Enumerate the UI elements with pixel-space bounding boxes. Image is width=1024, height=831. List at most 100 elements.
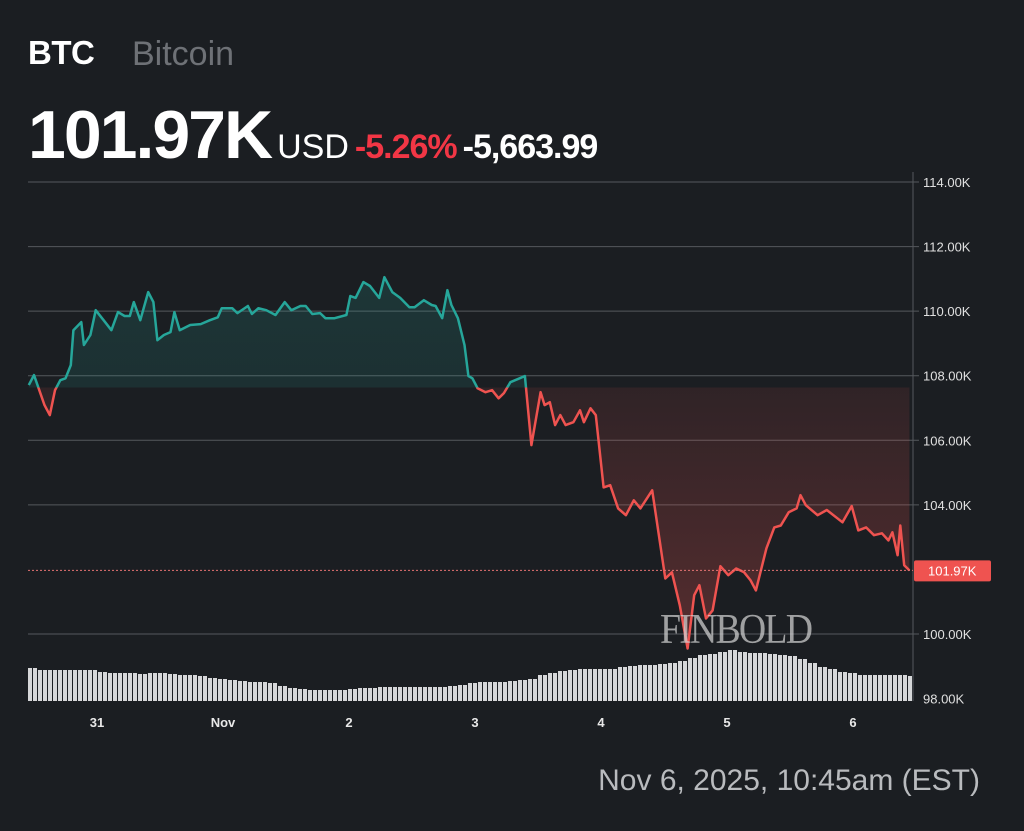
volume-bar <box>493 682 497 701</box>
volume-bar <box>558 671 562 701</box>
volume-bar <box>48 670 52 701</box>
finbold-watermark: FINBOLD <box>660 607 813 653</box>
volume-bar <box>863 675 867 701</box>
volume-bar <box>128 673 132 701</box>
volume-bar <box>658 664 662 701</box>
price-line-down <box>37 387 911 650</box>
volume-bar <box>173 674 177 701</box>
price-line-up <box>27 275 528 388</box>
volume-bar <box>353 689 357 701</box>
volume-bar <box>623 667 627 701</box>
volume-bar <box>723 652 727 701</box>
volume-bar <box>638 665 642 701</box>
volume-bar <box>343 690 347 701</box>
volume-bar <box>393 687 397 701</box>
volume-bar <box>573 670 577 701</box>
volume-bar <box>593 669 597 701</box>
volume-bar <box>633 666 637 701</box>
volume-bar <box>903 675 907 701</box>
volume-bar <box>298 689 302 701</box>
volume-bar <box>123 673 127 701</box>
volume-bar <box>258 682 262 701</box>
x-tick-label: 3 <box>471 715 478 730</box>
volume-bar <box>833 669 837 701</box>
area-fill-down <box>38 387 910 649</box>
volume-bar <box>88 670 92 701</box>
volume-bar <box>853 673 857 701</box>
volume-bar <box>468 683 472 701</box>
volume-bar <box>43 670 47 701</box>
y-tick-label: 100.00K <box>923 627 972 642</box>
volume-bar <box>283 686 287 701</box>
volume-bar <box>303 689 307 701</box>
volume-bar <box>318 690 322 701</box>
volume-bar <box>848 673 852 701</box>
volume-bar <box>643 665 647 701</box>
volume-bar <box>243 681 247 701</box>
timestamp: Nov 6, 2025, 10:45am (EST) <box>598 764 980 797</box>
change-value: -5,663.99 <box>462 128 599 166</box>
volume-bar <box>438 687 442 701</box>
volume-bar <box>758 653 762 701</box>
volume-bar <box>473 683 477 701</box>
volume-bar <box>398 687 402 701</box>
volume-bar <box>98 672 102 701</box>
volume-bar <box>53 670 57 701</box>
volume-bar <box>788 656 792 701</box>
y-tick-label: 112.00K <box>923 240 971 255</box>
volume-bar <box>688 658 692 701</box>
volume-bar <box>753 653 757 701</box>
volume-bar <box>328 690 332 701</box>
volume-bar <box>213 678 217 701</box>
volume-bar <box>678 661 682 701</box>
volume-bar <box>118 673 122 701</box>
volume-bar <box>783 655 787 701</box>
volume-bar <box>553 673 557 701</box>
volume-bar <box>728 650 732 701</box>
volume-bar <box>608 669 612 701</box>
y-tick-label: 114.00K <box>923 175 971 190</box>
volume-bar <box>133 673 137 701</box>
volume-bar <box>368 688 372 701</box>
volume-bar <box>543 675 547 701</box>
last-price-badge <box>914 560 991 582</box>
volume-bar <box>548 673 552 701</box>
x-tick-label: 2 <box>345 715 352 730</box>
volume-bar <box>483 682 487 701</box>
volume-bar <box>763 653 767 701</box>
volume-bar <box>858 675 862 701</box>
ticker-symbol: BTC <box>28 34 95 71</box>
volume-bar <box>28 668 32 701</box>
x-tick-label: 6 <box>849 715 856 730</box>
volume-bar <box>433 687 437 701</box>
x-tick-label: Nov <box>211 715 236 730</box>
volume-bar <box>733 650 737 701</box>
volume-bar <box>713 654 717 701</box>
volume-bar <box>63 670 67 701</box>
volume-bar <box>508 681 512 701</box>
volume-bar <box>808 663 812 701</box>
volume-bar <box>533 679 537 701</box>
volume-bar <box>103 672 107 701</box>
volume-bar <box>68 670 72 701</box>
volume-bar <box>513 681 517 701</box>
volume-bar <box>313 690 317 701</box>
y-tick-label: 104.00K <box>923 498 972 513</box>
volume-bar <box>278 686 282 701</box>
volume-bar <box>73 670 77 701</box>
volume-bar <box>868 675 872 701</box>
volume-bar <box>518 680 522 701</box>
volume-bar <box>443 687 447 701</box>
volume-bar <box>218 679 222 701</box>
volume-bar <box>413 687 417 701</box>
volume-bar <box>668 663 672 701</box>
volume-bar <box>873 675 877 701</box>
volume-bar <box>743 652 747 701</box>
volume-bar <box>563 671 567 701</box>
volume-bar <box>288 688 292 701</box>
volume-bar <box>388 687 392 701</box>
volume-bar <box>843 672 847 701</box>
y-tick-label: 110.00K <box>923 304 971 319</box>
currency: USD <box>277 128 349 166</box>
